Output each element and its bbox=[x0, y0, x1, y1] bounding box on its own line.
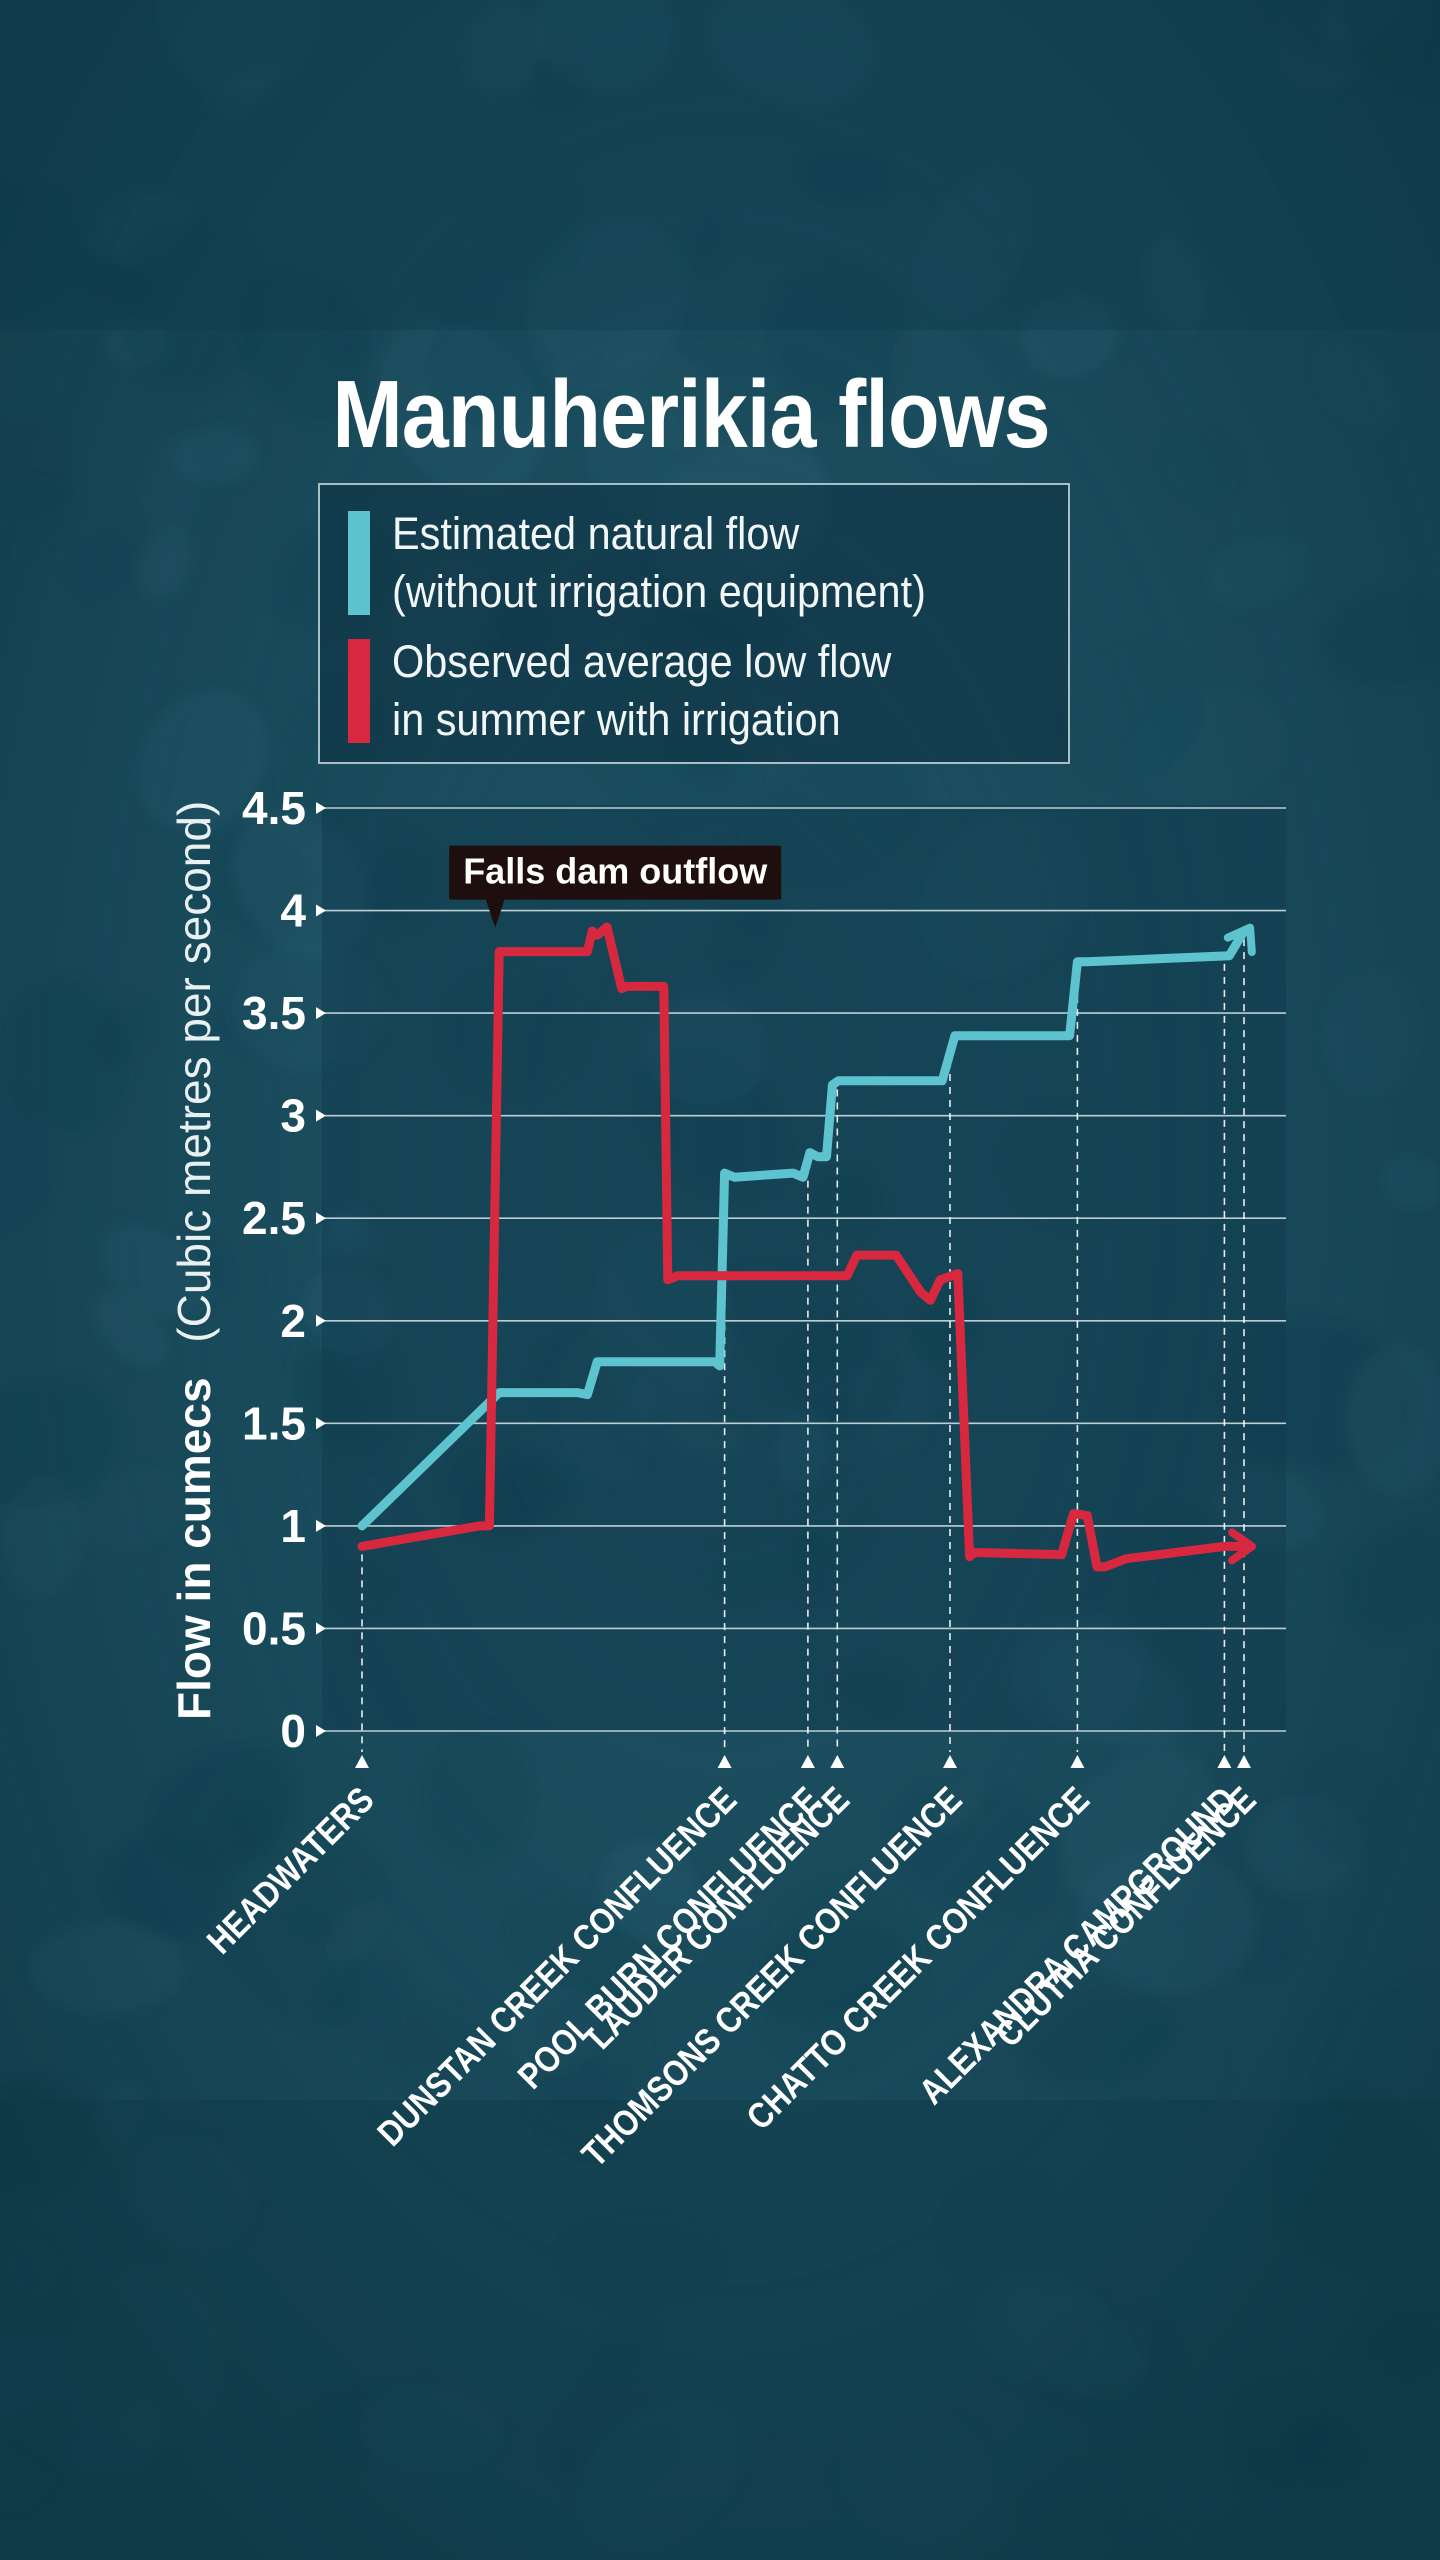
legend-label-observed-flow: Observed average low flow in summer with… bbox=[392, 636, 892, 745]
legend-swatch-natural-flow bbox=[348, 511, 370, 615]
y-tick-label: 0 bbox=[280, 1705, 306, 1757]
location-marker bbox=[1237, 1755, 1251, 1768]
y-tick-label: 4.5 bbox=[242, 782, 306, 834]
observed-flow-arrowhead bbox=[1228, 1528, 1256, 1565]
location-marker bbox=[355, 1755, 369, 1768]
y-axis-label: Flow in cumecs (Cubic metres per second) bbox=[168, 801, 220, 1720]
legend-label-natural-flow: Estimated natural flow (without irrigati… bbox=[392, 508, 926, 617]
natural-flow-arrowhead bbox=[1223, 923, 1256, 957]
location-marker bbox=[1070, 1755, 1085, 1768]
y-tick-marker bbox=[316, 904, 326, 917]
y-tick-label: 0.5 bbox=[242, 1602, 306, 1654]
location-marker bbox=[1217, 1755, 1232, 1768]
y-tick-label: 1 bbox=[280, 1500, 306, 1552]
y-tick-marker bbox=[316, 1417, 326, 1430]
y-tick-marker bbox=[316, 1622, 326, 1635]
y-tick-marker bbox=[316, 1109, 326, 1122]
legend: Estimated natural flow (without irrigati… bbox=[318, 483, 1070, 764]
y-tick-marker bbox=[316, 1007, 326, 1020]
location-marker bbox=[800, 1755, 815, 1768]
annotation-text: Falls dam outflow bbox=[463, 851, 768, 892]
y-tick-label: 1.5 bbox=[242, 1397, 306, 1449]
y-tick-marker bbox=[316, 1725, 326, 1737]
y-axis-label-unit: (Cubic metres per second) bbox=[168, 801, 220, 1343]
y-tick-marker bbox=[316, 1212, 326, 1225]
y-tick-label: 2 bbox=[280, 1295, 306, 1347]
y-axis-label-main: Flow in cumecs bbox=[168, 1377, 220, 1720]
y-tick-label: 4 bbox=[280, 885, 306, 937]
legend-swatch-observed-flow bbox=[348, 639, 370, 743]
location-marker bbox=[830, 1755, 845, 1768]
y-tick-label: 3 bbox=[280, 1090, 306, 1142]
annotation-pointer bbox=[485, 897, 506, 928]
annotation-box bbox=[449, 845, 782, 900]
chart-title: Manuherikia flows bbox=[332, 361, 1050, 468]
location-label: HEADWATERS bbox=[200, 1780, 382, 1962]
y-tick-label: 2.5 bbox=[242, 1192, 306, 1244]
location-marker bbox=[943, 1755, 957, 1768]
y-tick-label: 3.5 bbox=[242, 987, 306, 1039]
y-tick-marker bbox=[316, 802, 326, 814]
y-tick-marker bbox=[316, 1314, 326, 1327]
y-tick-marker bbox=[316, 1519, 326, 1532]
observed-flow-line bbox=[357, 922, 1249, 1572]
plot-area bbox=[322, 805, 1286, 1731]
location-marker bbox=[717, 1755, 732, 1768]
annotation-falls-dam: Falls dam outflow bbox=[449, 845, 782, 928]
natural-flow-line bbox=[357, 926, 1249, 1531]
